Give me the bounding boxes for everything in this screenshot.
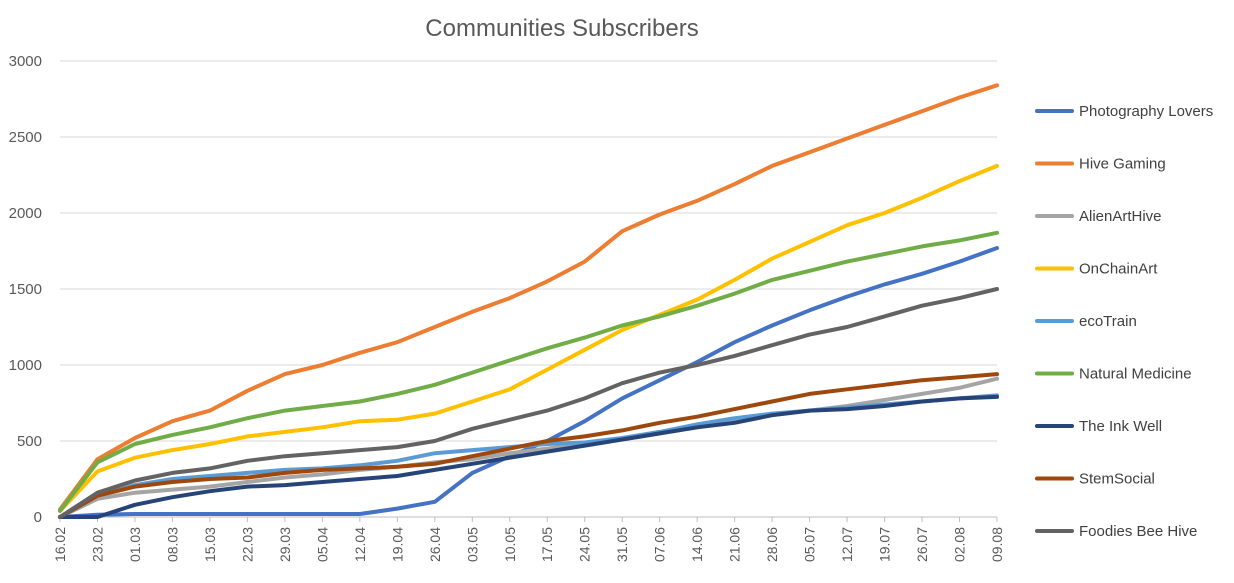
x-tick-label: 22.03 — [239, 527, 255, 562]
x-tick-label: 05.07 — [802, 527, 818, 562]
legend: Photography Lovers Hive Gaming AlienArtHiv… — [1035, 103, 1213, 540]
x-tick-label: 31.05 — [614, 527, 630, 562]
x-tick-label: 12.07 — [839, 527, 855, 562]
series-line-5 — [58, 230, 999, 513]
x-tick-label: 01.03 — [127, 527, 143, 562]
x-tick-label: 10.05 — [502, 527, 518, 562]
x-tick-label: 29.03 — [277, 527, 293, 562]
series-line-0 — [58, 246, 999, 519]
y-tick-label: 3000 — [9, 53, 42, 70]
x-tick-label: 26.07 — [914, 527, 930, 562]
x-tick-label: 07.06 — [652, 527, 668, 562]
x-tick-label: 26.04 — [427, 527, 443, 562]
x-tick-label: 05.04 — [314, 527, 330, 562]
x-tick-label: 24.05 — [577, 527, 593, 562]
x-tick-label: 19.04 — [389, 527, 405, 562]
legend-label: AlienArtHive — [1079, 208, 1162, 225]
legend-label: ecoTrain — [1079, 313, 1137, 330]
y-tick-label: 500 — [17, 433, 42, 450]
x-tick-label: 08.03 — [164, 527, 180, 562]
x-tick-label: 02.08 — [952, 527, 968, 562]
legend-label: Photography Lovers — [1079, 103, 1213, 120]
legend-label: The Ink Well — [1079, 418, 1162, 435]
x-tick-label: 14.06 — [689, 527, 705, 562]
legend-label: Foodies Bee Hive — [1079, 523, 1197, 540]
y-tick-label: 2000 — [9, 205, 42, 222]
y-tick-label: 0 — [34, 509, 42, 526]
series-line-6 — [58, 394, 999, 519]
y-tick-label: 1500 — [9, 281, 42, 298]
x-tick-label: 16.02 — [52, 527, 68, 562]
series-line-3 — [58, 163, 999, 513]
x-tick-label: 21.06 — [727, 527, 743, 562]
chart-title: Communities Subscribers — [425, 15, 698, 42]
x-tick-label: 12.04 — [352, 527, 368, 562]
legend-label: Hive Gaming — [1079, 156, 1166, 173]
x-axis-ticks: 16.02 23.02 01.03 08.03 15.03 22.03 29.03 05.04… — [52, 517, 1005, 562]
series-line-7 — [58, 372, 999, 519]
x-tick-label: 23.02 — [89, 527, 105, 562]
x-tick-label: 17.05 — [539, 527, 555, 562]
y-tick-label: 1000 — [9, 357, 42, 374]
legend-label: OnChainArt — [1079, 261, 1158, 278]
y-tick-label: 2500 — [9, 129, 42, 146]
series-line-1 — [58, 83, 999, 512]
x-tick-label: 09.08 — [989, 527, 1005, 562]
x-tick-label: 28.06 — [764, 527, 780, 562]
x-tick-label: 03.05 — [464, 527, 480, 562]
series-lines — [58, 83, 999, 519]
x-tick-label: 19.07 — [877, 527, 893, 562]
legend-label: Natural Medicine — [1079, 366, 1192, 383]
y-axis-ticks: 0 500 1000 1500 2000 2500 3000 — [9, 53, 42, 526]
x-tick-label: 15.03 — [202, 527, 218, 562]
series-line-8 — [58, 287, 999, 519]
legend-label: StemSocial — [1079, 471, 1155, 488]
